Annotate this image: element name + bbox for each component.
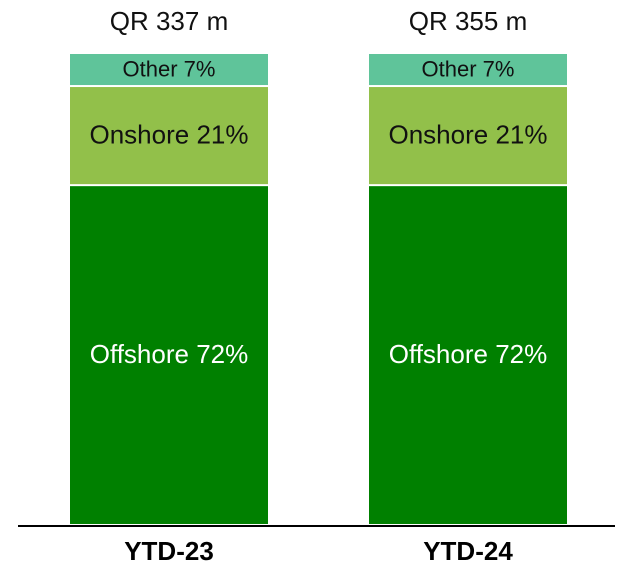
- segment-label: Other 7%: [123, 56, 216, 81]
- x-tick-label: YTD-23: [124, 536, 214, 566]
- total-label: QR 355 m: [409, 6, 528, 36]
- bar-segment: [70, 87, 268, 185]
- bar-segment: [70, 186, 268, 524]
- bar-segment: [70, 54, 268, 86]
- bar-segment: [369, 54, 567, 86]
- segment-label: Other 7%: [422, 56, 515, 81]
- segment-label: Onshore 21%: [389, 119, 548, 149]
- total-label: QR 337 m: [110, 6, 229, 36]
- segment-label: Offshore 72%: [90, 339, 249, 369]
- segment-label: Onshore 21%: [90, 119, 249, 149]
- bar-segment: [369, 186, 567, 524]
- x-tick-label: YTD-24: [423, 536, 513, 566]
- segment-label: Offshore 72%: [389, 339, 548, 369]
- bar-segment: [369, 87, 567, 185]
